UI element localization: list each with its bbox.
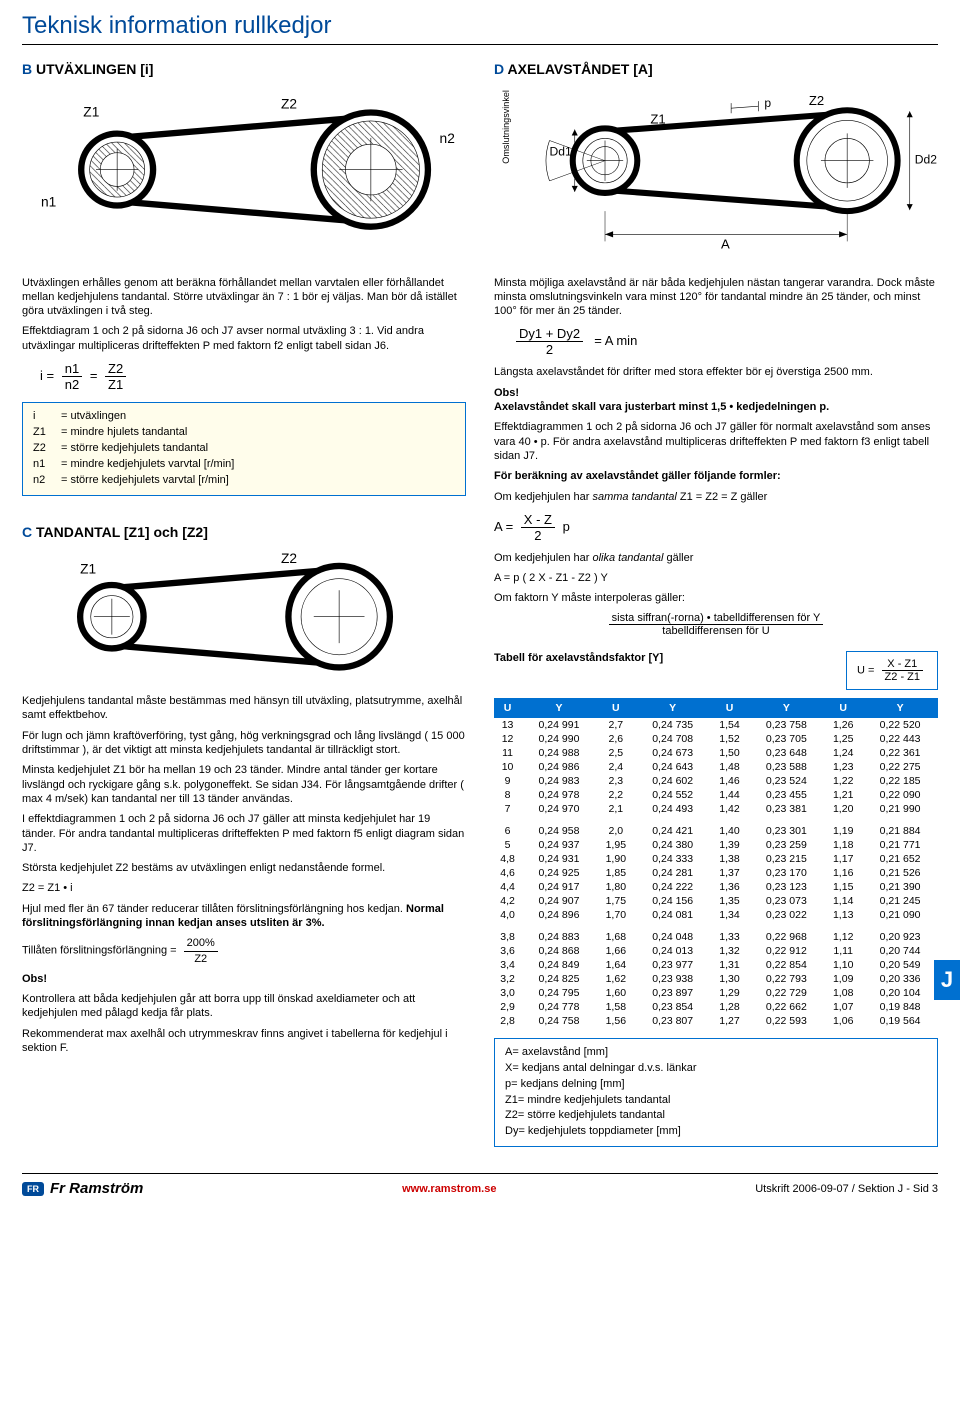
ytable-header: Y: [748, 698, 824, 718]
diagram-b: Z1 Z2 n1 n2: [22, 85, 466, 244]
legend-row: Z1= mindre hjulets tandantal: [33, 425, 455, 441]
i-formula: i = n1n2 = Z2Z1: [40, 361, 466, 392]
d-obs: Obs! Axelavståndet skall vara justerbart…: [494, 386, 938, 415]
footer-www: www.ramstrom.se: [402, 1183, 496, 1195]
amin-formula: Dy1 + Dy22 = A min: [512, 326, 938, 357]
ytable-header: U: [711, 698, 749, 718]
table-row: 4,60,24 9251,850,24 2811,370,23 1701,160…: [494, 866, 938, 880]
table-row: 4,40,24 9171,800,24 2221,360,23 1231,150…: [494, 880, 938, 894]
side-tab-j: J: [934, 960, 960, 1000]
table-row: 4,80,24 9311,900,24 3331,380,23 2151,170…: [494, 852, 938, 866]
table-row: 120,24 9902,60,24 7081,520,23 7051,250,2…: [494, 732, 938, 746]
footer-printinfo: Utskrift 2006-09-07 / Sektion J - Sid 3: [755, 1183, 938, 1195]
c-para-5: Största kedjehjulet Z2 bestäms av utväxl…: [22, 861, 466, 875]
table-row: 2,90,24 7781,580,23 8541,280,22 6621,070…: [494, 1000, 938, 1014]
label-z2: Z2: [281, 96, 297, 111]
table-row: 3,80,24 8831,680,24 0481,330,22 9681,120…: [494, 930, 938, 944]
page-footer: FR Fr Ramström www.ramstrom.se Utskrift …: [22, 1173, 938, 1207]
c-z2-formula: Z2 = Z1 • i: [22, 881, 466, 895]
footer-logo: FR Fr Ramström: [22, 1180, 143, 1197]
c-para-2: För lugn och jämn kraftöverföring, tyst …: [22, 729, 466, 758]
svg-text:Z2: Z2: [281, 551, 297, 566]
label-z1: Z1: [83, 105, 99, 120]
legend-row: A= axelavstånd [mm]: [505, 1045, 927, 1061]
c-para-6: Hjul med fler än 67 tänder reducerar til…: [22, 902, 466, 931]
table-row: 3,60,24 8681,660,24 0131,320,22 9121,110…: [494, 944, 938, 958]
legend-row: Z2= större kedjehjulets tandantal: [505, 1108, 927, 1124]
ytable-header: Y: [521, 698, 597, 718]
a-same-formula: A = X - Z2 p: [494, 512, 938, 543]
label-p: p: [764, 96, 771, 110]
d-para-1: Minsta möjliga axelavstånd är när båda k…: [494, 276, 938, 319]
svg-text:Z1: Z1: [80, 561, 96, 576]
legend-row: p= kedjans delning [mm]: [505, 1077, 927, 1093]
b-para-2: Effektdiagram 1 och 2 på sidorna J6 och …: [22, 324, 466, 353]
legend-box-a: A= axelavstånd [mm]X= kedjans antal deln…: [494, 1038, 938, 1148]
table-row: 110,24 9882,50,24 6731,500,23 6481,240,2…: [494, 746, 938, 760]
c-para-3: Minsta kedjehjulet Z1 bör ha mellan 19 o…: [22, 763, 466, 806]
table-row: 3,00,24 7951,600,23 8971,290,22 7291,080…: [494, 986, 938, 1000]
table-row: 90,24 9832,30,24 6021,460,23 5241,220,22…: [494, 774, 938, 788]
label-dd2: Dd2: [915, 153, 937, 167]
interp-formula: sista siffran(-rorna) • tabelldifferense…: [494, 612, 938, 637]
b-para-1: Utväxlingen erhålles genom att beräkna f…: [22, 276, 466, 319]
table-row: 130,24 9912,70,24 7351,540,23 7581,260,2…: [494, 718, 938, 732]
label-dd1: Dd1: [550, 145, 572, 159]
table-row: 50,24 9371,950,24 3801,390,23 2591,180,2…: [494, 838, 938, 852]
top-diagram-row: B UTVÄXLINGEN [i]: [22, 55, 938, 260]
table-row: 4,20,24 9071,750,24 1561,350,23 0731,140…: [494, 894, 938, 908]
ytable-header: U: [824, 698, 862, 718]
d-diff: Om kedjehjulen har olika tandantal gälle…: [494, 551, 938, 565]
table-row: 100,24 9862,40,24 6431,480,23 5881,230,2…: [494, 760, 938, 774]
table-row: 2,80,24 7581,560,23 8071,270,22 5931,060…: [494, 1014, 938, 1028]
diagram-c: Z1 Z2: [22, 548, 466, 685]
page-title: Teknisk information rullkedjor: [22, 12, 938, 40]
label-n2: n2: [440, 131, 455, 146]
label-omslut: Omslutningsvinkel: [501, 90, 511, 164]
table-row: 80,24 9782,20,24 5521,440,23 4551,210,22…: [494, 788, 938, 802]
c-obs-heading: Obs!: [22, 972, 466, 986]
ytable-header: Y: [862, 698, 938, 718]
ytable-header: U: [597, 698, 635, 718]
c-obs-p2: Rekommenderat max axelhål och utrymmeskr…: [22, 1027, 466, 1056]
d-para-3: Effektdiagrammen 1 och 2 på sidorna J6 o…: [494, 420, 938, 463]
legend-row: X= kedjans antal delningar d.v.s. länkar: [505, 1061, 927, 1077]
d-para-4: För beräkning av axelavståndet gäller fö…: [494, 469, 938, 483]
legend-row: Z1= mindre kedjehjulets tandantal: [505, 1093, 927, 1109]
section-c-heading: C TANDANTAL [Z1] och [Z2]: [22, 524, 466, 540]
brand-mark-icon: FR: [22, 1182, 44, 1196]
d-interp: Om faktorn Y måste interpoleras gäller:: [494, 591, 938, 605]
legend-row: n2= större kedjehjulets varvtal [r/min]: [33, 473, 455, 489]
section-d-heading: D AXELAVSTÅNDET [A]: [494, 61, 938, 77]
c-obs-p1: Kontrollera att båda kedjehjulen går att…: [22, 992, 466, 1021]
top-rule: [22, 44, 938, 45]
label-n1: n1: [41, 195, 56, 210]
legend-row: Dy= kedjehjulets toppdiameter [mm]: [505, 1124, 927, 1140]
legend-box-i: i= utväxlingenZ1= mindre hjulets tandant…: [22, 402, 466, 496]
c-para-1: Kedjehjulens tandantal måste bestämmas m…: [22, 694, 466, 723]
table-row: 3,20,24 8251,620,23 9381,300,22 7931,090…: [494, 972, 938, 986]
ytable-header: U: [494, 698, 521, 718]
d-para-2: Längsta axelavståndet för drifter med st…: [494, 365, 938, 379]
label-z1d: Z1: [650, 111, 665, 126]
middle-text-row: Utväxlingen erhålles genom att beräkna f…: [22, 270, 938, 1158]
legend-row: n1= mindre kedjehjulets varvtal [r/min]: [33, 457, 455, 473]
legend-row: Z2= större kedjehjulets tandantal: [33, 441, 455, 457]
table-row: 3,40,24 8491,640,23 9771,310,22 8541,100…: [494, 958, 938, 972]
label-z2d: Z2: [809, 93, 824, 108]
table-row: 60,24 9582,00,24 4211,400,23 3011,190,21…: [494, 824, 938, 838]
section-b-heading: B UTVÄXLINGEN [i]: [22, 61, 466, 77]
d-same: Om kedjehjulen har samma tandantal Z1 = …: [494, 490, 938, 504]
label-a: A: [721, 236, 730, 251]
c-wear-formula: Tillåten förslitningsförlängning = 200%Z…: [22, 936, 466, 966]
legend-row: i= utväxlingen: [33, 409, 455, 425]
diagram-d: Omslutningsvinkel p Dd1 Dd2 A Z1 Z2: [494, 85, 938, 257]
y-table: UYUYUYUY 130,24 9912,70,24 7351,540,23 7…: [494, 698, 938, 1028]
c-para-4: I effektdiagrammen 1 och 2 på sidorna J6…: [22, 812, 466, 855]
u-formula-box: U = X - Z1Z2 - Z1: [846, 651, 938, 690]
table-row: 70,24 9702,10,24 4931,420,23 3811,200,21…: [494, 802, 938, 816]
table-row: 4,00,24 8961,700,24 0811,340,23 0221,130…: [494, 908, 938, 922]
ytable-header: Y: [635, 698, 711, 718]
a-diff-formula: A = p ( 2 X - Z1 - Z2 ) Y: [494, 571, 938, 585]
